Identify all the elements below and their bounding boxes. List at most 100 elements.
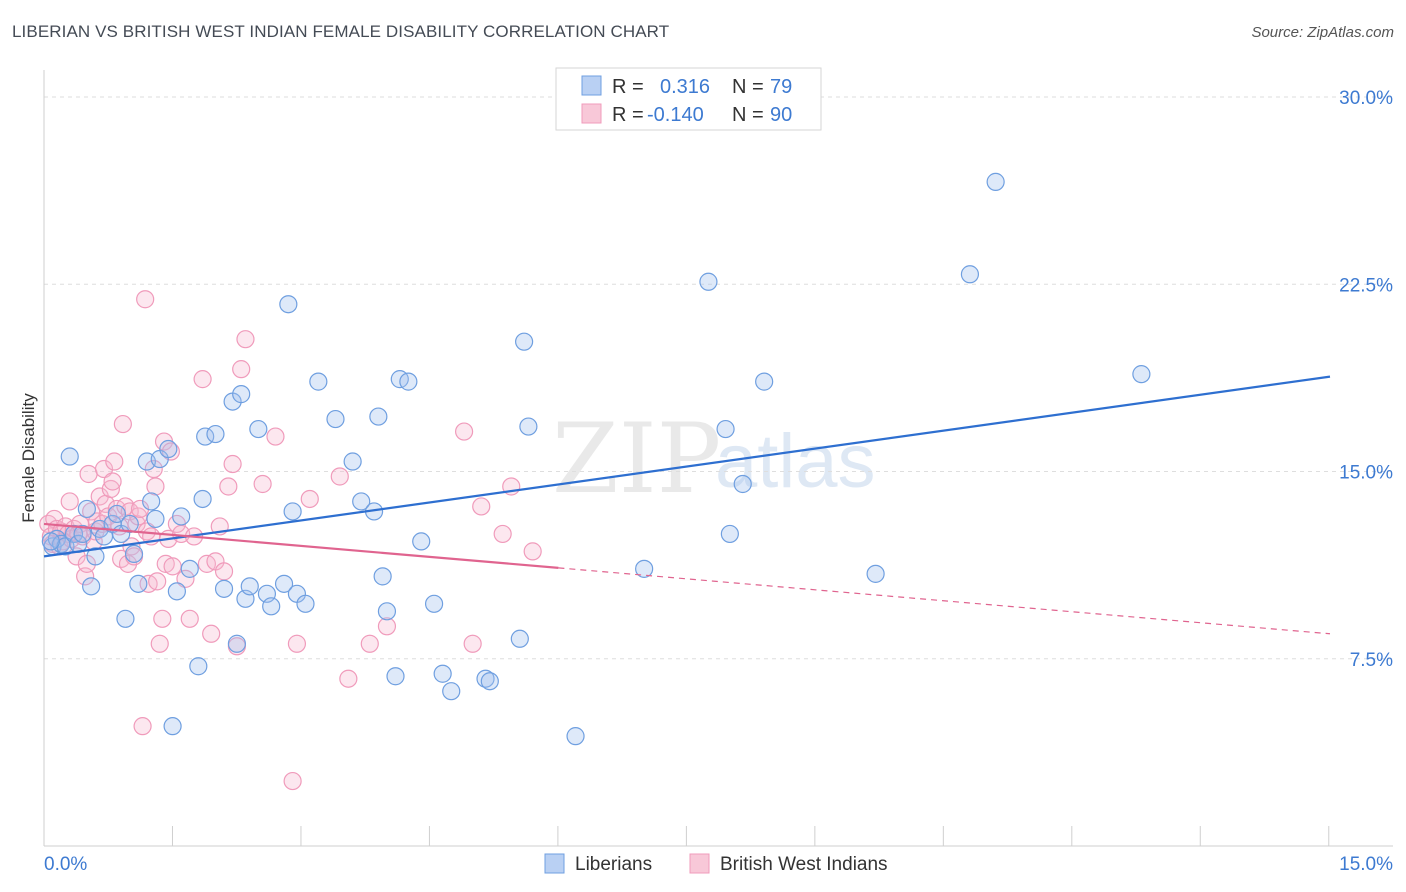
bwi-point (180, 609, 199, 628)
bwi-point (463, 634, 482, 653)
bwi-point (163, 557, 182, 576)
liberians-point (227, 634, 246, 653)
watermark-atlas: atlas (715, 419, 876, 504)
bwi-point (79, 464, 98, 484)
bwi-point (377, 617, 397, 636)
bwi-point (133, 717, 152, 736)
liberians-point (274, 574, 294, 593)
liberians-point (515, 332, 534, 351)
bwi-point (283, 771, 302, 791)
legend-r-label-1: R = (612, 76, 644, 98)
x-tick-label-max: 15.0% (1339, 854, 1393, 875)
legend-n-label-2: N = (732, 104, 764, 126)
liberians-point (326, 409, 345, 429)
stats-legend: R = 0.316 N = 79 R = -0.140 N = 90 (555, 67, 822, 131)
y-tick-labels: 7.5% 15.0% 22.5% 30.0% (1339, 88, 1393, 671)
bwi-point (236, 330, 255, 349)
liberians-point (343, 452, 362, 471)
liberians-point (262, 597, 281, 616)
liberians-point (116, 609, 135, 628)
liberians-point (146, 509, 165, 529)
liberians-point (142, 492, 161, 511)
y-tick-label: 7.5% (1350, 650, 1393, 671)
liberians-point (352, 492, 371, 511)
bwi-point (214, 562, 234, 581)
bwi-point (156, 554, 175, 573)
liberians-point (733, 474, 752, 494)
bwi-point (148, 572, 167, 591)
legend-swatch-bwi-bottom (689, 853, 710, 874)
bwi-point (146, 477, 165, 496)
legend-r-value-1: 0.316 (660, 76, 710, 98)
liberians-point (283, 502, 302, 521)
bwi-point (118, 554, 138, 573)
liberians-point (129, 574, 148, 593)
liberians-point (279, 295, 298, 314)
liberians-point (309, 372, 328, 391)
liberians-point (159, 439, 178, 459)
legend-swatch-bwi (581, 103, 602, 124)
source-label: Source: ZipAtlas.com (1251, 24, 1394, 41)
bwi-point (339, 669, 358, 688)
bwi-point (113, 414, 132, 434)
bwi-point (287, 634, 307, 653)
y-tick-label: 22.5% (1339, 275, 1393, 296)
liberians-point (163, 717, 182, 736)
bwi-trend-line-dashed (558, 567, 1331, 635)
chart-title: LIBERIAN VS BRITISH WEST INDIAN FEMALE D… (12, 22, 670, 41)
liberians-point (193, 489, 212, 509)
bwi-point (105, 452, 124, 471)
liberians-point (214, 579, 234, 598)
bwi-point (136, 290, 155, 309)
legend-n-value-1: 79 (770, 76, 792, 98)
liberians-point (566, 727, 585, 746)
liberians-point (373, 567, 392, 586)
series-legend: Liberians British West Indians (544, 853, 888, 875)
watermark-zip: ZIP (552, 403, 721, 515)
liberians-point (1132, 365, 1151, 384)
bwi-point (472, 497, 491, 516)
liberians-point (699, 272, 718, 291)
bwi-trend-line-solid (43, 522, 559, 569)
bwi-point (253, 474, 272, 494)
bwi-point (232, 360, 251, 379)
bwi-point (523, 542, 542, 561)
bwi-point (330, 467, 349, 486)
liberians-point (107, 504, 126, 524)
legend-label-liberians: Liberians (575, 854, 652, 875)
legend-r-value-2: -0.140 (647, 104, 704, 126)
bwi-point (493, 524, 512, 544)
axes (43, 70, 1393, 847)
bwi-point (300, 489, 319, 509)
liberians-point (77, 499, 96, 519)
liberians-point (232, 385, 251, 404)
bwi-point (454, 422, 474, 441)
bwi-point (144, 459, 163, 479)
bwi-point (153, 609, 172, 628)
y-tick-label: 15.0% (1339, 463, 1393, 484)
liberians-point (635, 559, 654, 578)
legend-n-value-2: 90 (770, 104, 792, 126)
bwi-point (101, 479, 120, 499)
y-axis-title: Female Disability (19, 393, 38, 523)
liberians-point (986, 172, 1005, 191)
liberians-trend-line (43, 375, 1331, 558)
legend-swatch-liberians-bottom (544, 853, 565, 874)
liberians-point (480, 672, 499, 691)
trend-lines (43, 375, 1331, 635)
bwi-point (176, 569, 195, 588)
liberians-point (120, 514, 139, 534)
gridlines (44, 96, 1393, 660)
bwi-point (202, 624, 221, 643)
liberians-point (386, 667, 405, 686)
liberians-point (296, 594, 315, 613)
legend-r-label-2: R = (612, 104, 644, 126)
liberians-point (206, 424, 225, 444)
bwi-point (266, 427, 285, 446)
bwi-point (94, 459, 114, 479)
bwi-point (360, 634, 379, 653)
liberians-point (866, 564, 885, 583)
liberians-point (412, 532, 431, 551)
liberians-point (124, 544, 144, 563)
